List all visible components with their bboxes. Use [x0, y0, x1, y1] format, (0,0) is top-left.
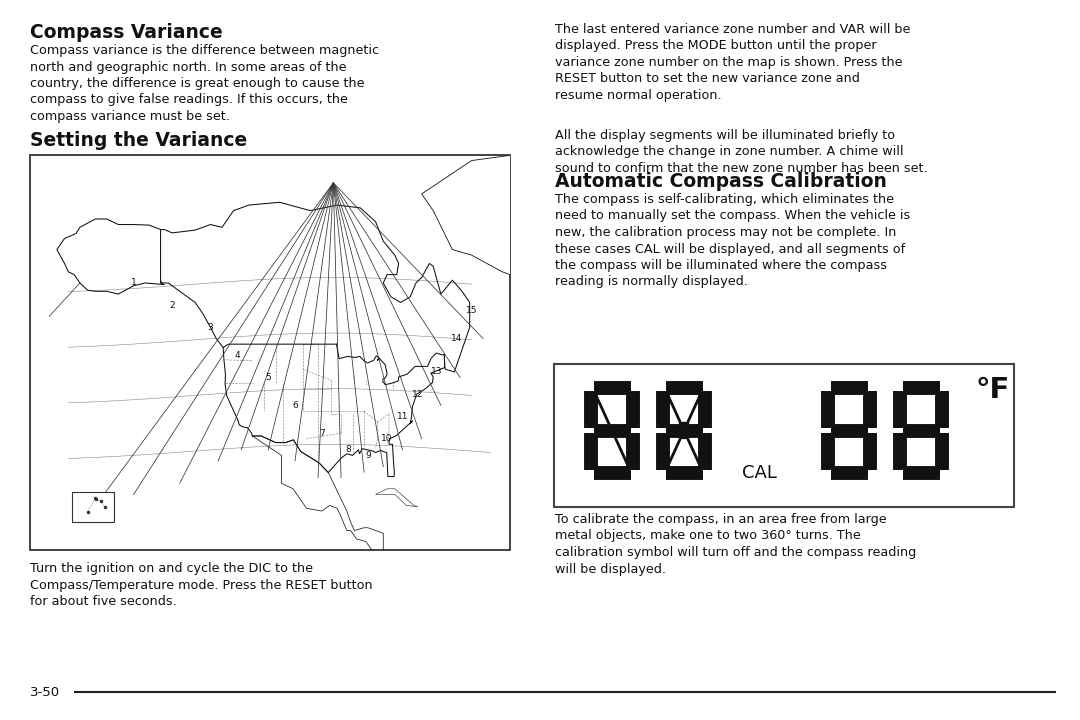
Bar — [30, 155, 510, 550]
Text: All the display segments will be illuminated briefly to
acknowledge the change i: All the display segments will be illumin… — [555, 129, 928, 175]
Text: 13: 13 — [431, 367, 443, 377]
Text: 7: 7 — [319, 428, 325, 438]
Bar — [72, 492, 114, 522]
Polygon shape — [376, 489, 418, 507]
Text: 11: 11 — [396, 412, 408, 421]
Text: Compass variance is the difference between magnetic
north and geographic north. : Compass variance is the difference betwe… — [30, 44, 379, 123]
Text: 1: 1 — [131, 279, 136, 287]
Text: 6: 6 — [292, 401, 298, 410]
Text: 3-50: 3-50 — [30, 685, 60, 698]
Text: °F: °F — [976, 377, 1011, 405]
Text: 14: 14 — [450, 334, 462, 343]
Text: 15: 15 — [465, 306, 477, 315]
Text: Turn the ignition on and cycle the DIC to the
Compass/Temperature mode. Press th: Turn the ignition on and cycle the DIC t… — [30, 562, 373, 608]
Text: 3: 3 — [207, 323, 214, 332]
Text: 9: 9 — [365, 451, 370, 460]
Text: Compass Variance: Compass Variance — [30, 23, 222, 42]
Text: Setting the Variance: Setting the Variance — [30, 131, 247, 150]
Text: 2: 2 — [170, 301, 175, 310]
Text: CAL: CAL — [742, 464, 777, 482]
Polygon shape — [421, 152, 633, 283]
Text: Automatic Compass Calibration: Automatic Compass Calibration — [555, 172, 887, 191]
Text: The compass is self-calibrating, which eliminates the
need to manually set the c: The compass is self-calibrating, which e… — [555, 193, 910, 289]
Circle shape — [676, 423, 692, 438]
Text: To calibrate the compass, in an area free from large
metal objects, make one to : To calibrate the compass, in an area fre… — [555, 513, 916, 575]
Text: 5: 5 — [266, 373, 271, 382]
Bar — [554, 364, 1014, 507]
Text: 8: 8 — [346, 446, 352, 454]
Text: The last entered variance zone number and VAR will be
displayed. Press the MODE : The last entered variance zone number an… — [555, 23, 910, 102]
Text: 4: 4 — [234, 351, 240, 360]
Text: 12: 12 — [413, 390, 423, 399]
Text: 10: 10 — [381, 434, 393, 444]
